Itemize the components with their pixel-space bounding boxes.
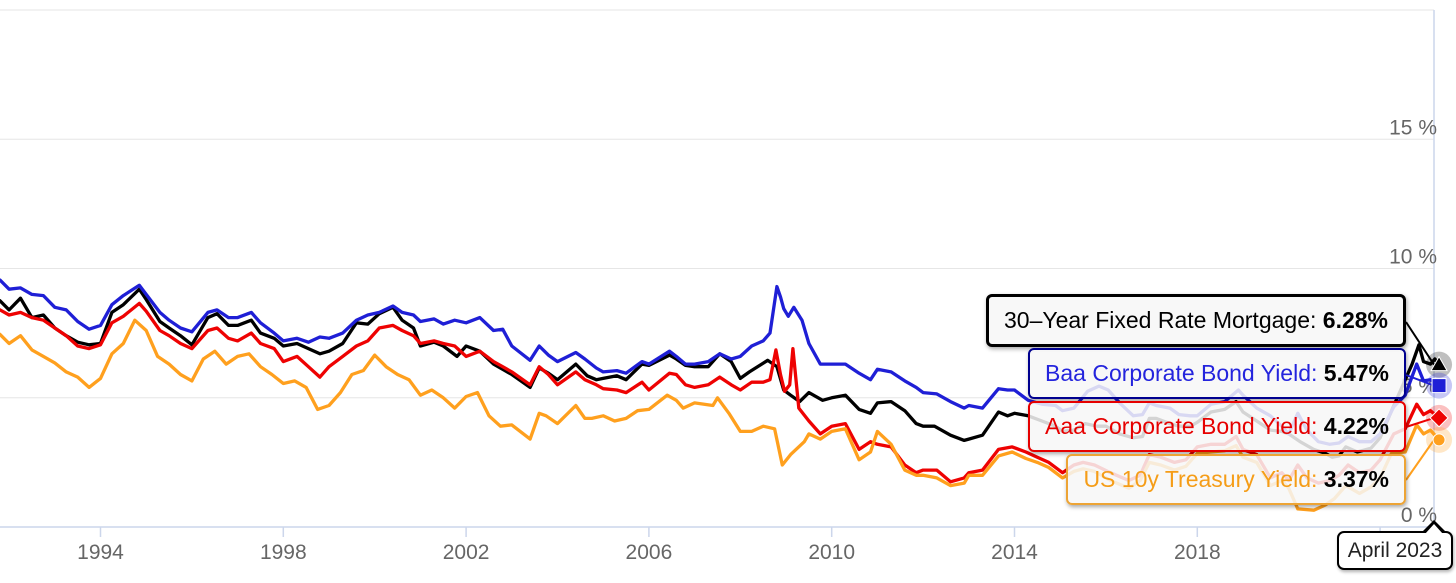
y-axis-label-10-percent: 10 % [1389,246,1437,269]
tooltip-connector-us-10y-treasury-yield [1405,439,1435,481]
tooltip-series-value: 6.28% [1322,307,1388,333]
tooltip-series-label: Aaa Corporate Bond Yield [1045,413,1311,439]
series-marker-triangle-30-year-fixed-rate-mortgage[interactable] [1430,355,1448,372]
tooltip-30-year-fixed-rate-mortgage: 30–Year Fixed Rate Mortgage: 6.28% [985,294,1406,347]
tooltip-colon: : [1311,413,1324,439]
tooltip-colon: : [1311,360,1324,386]
series-marker-circle-us-10y-treasury-yield[interactable] [1432,433,1446,447]
tooltip-series-label: 30–Year Fixed Rate Mortgage [1003,307,1310,333]
y-axis-label-15-percent: 15 % [1389,116,1437,139]
tooltip-baa-corporate-bond-yield: Baa Corporate Bond Yield: 5.47% [1028,348,1406,399]
tooltip-series-value: 4.22% [1323,413,1389,439]
tooltip-series-label: US 10y Treasury Yield [1083,466,1311,492]
tooltip-series-value: 5.47% [1323,360,1389,386]
tooltip-us-10y-treasury-yield: US 10y Treasury Yield: 3.37% [1066,454,1406,505]
x-axis-label-2014: 2014 [991,541,1038,564]
x-axis-label-2002: 2002 [443,541,490,564]
x-axis-label-2006: 2006 [626,541,673,564]
tooltip-colon: : [1311,466,1324,492]
tooltip-connector-aaa-corporate-bond-yield [1405,416,1435,428]
x-axis-label-1998: 1998 [260,541,307,564]
x-axis-label-1994: 1994 [77,541,124,564]
series-marker-diamond-aaa-corporate-bond-yield[interactable] [1429,408,1449,428]
tooltip-series-label: Baa Corporate Bond Yield [1045,360,1311,386]
x-axis-label-2018: 2018 [1174,541,1221,564]
tooltip-aaa-corporate-bond-yield: Aaa Corporate Bond Yield: 4.22% [1028,401,1406,452]
x-axis-label-2010: 2010 [808,541,855,564]
tooltip-colon: : [1310,307,1323,333]
tooltip-connector-baa-corporate-bond-yield [1405,374,1435,387]
tooltip-connector-30-year-fixed-rate-mortgage [1405,321,1435,366]
tooltip-series-value: 3.37% [1323,466,1389,492]
series-marker-square-baa-corporate-bond-yield[interactable] [1431,378,1447,394]
x-axis-date-tooltip: April 2023 [1337,520,1453,570]
x-axis-date-label: April 2023 [1347,538,1443,562]
series-line-us-10y-treasury-yield[interactable] [0,318,1441,512]
